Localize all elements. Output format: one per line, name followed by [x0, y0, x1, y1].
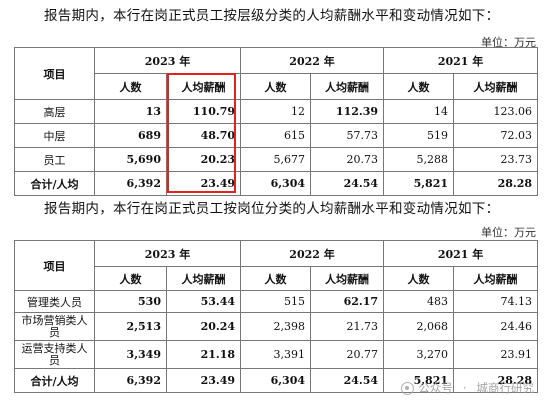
header-avg: 人均薪酬 [310, 266, 385, 291]
intro-text-position: 报告期内，本行在岗正式员工按岗位分类的人均薪酬水平和变动情况如下： [44, 201, 500, 217]
header-count: 人数 [94, 266, 167, 291]
header-avg: 人均薪酬 [165, 266, 242, 291]
row-label: 中层 [14, 123, 95, 148]
header-avg: 人均薪酬 [453, 266, 539, 291]
header-count: 人数 [383, 266, 455, 291]
header-year-2023: 2023 年 [93, 240, 242, 267]
cell: 2,068 [383, 312, 455, 341]
watermark-separator: · [462, 381, 467, 395]
row-label: 高层 [14, 99, 95, 124]
cell: 21.73 [310, 312, 385, 341]
cell: 24.46 [453, 312, 539, 341]
cell: 3,270 [383, 340, 455, 369]
table-row: 市场营销类人员 2,513 20.24 2,398 21.73 2,068 24… [14, 312, 539, 341]
cell: 28.28 [453, 171, 539, 196]
cell: 21.18 [165, 340, 242, 369]
header-year-2021: 2021 年 [383, 47, 539, 74]
header-avg: 人均薪酬 [453, 73, 539, 100]
cell: 3,391 [240, 340, 312, 369]
cell: 20.73 [310, 147, 385, 172]
cell: 2,398 [240, 312, 312, 341]
header-year-2022: 2022 年 [240, 240, 385, 267]
header-avg: 人均薪酬 [310, 73, 385, 100]
cell: 20.23 [165, 147, 242, 172]
cell: 123.06 [453, 99, 539, 124]
cell: 72.03 [453, 123, 539, 148]
watermark: 公众号 · 城商行研究 [401, 380, 534, 396]
row-label: 合计/人均 [14, 171, 95, 196]
cell: 12 [240, 99, 312, 124]
salary-by-position-table: 项目 2023 年 2022 年 2021 年 人数 人均薪酬 人数 人均薪酬 … [14, 240, 539, 393]
header-row-years: 项目 2023 年 2022 年 2021 年 [14, 47, 539, 100]
row-label: 合计/人均 [14, 368, 95, 393]
table-row-total: 合计/人均 6,392 23.49 6,304 24.54 5,821 28.2… [14, 171, 539, 196]
wechat-icon [401, 381, 415, 395]
cell: 6,392 [94, 368, 167, 393]
cell: 483 [383, 290, 455, 313]
cell: 5,821 [383, 368, 455, 393]
cell: 515 [240, 290, 312, 313]
header-item: 项目 [14, 240, 95, 291]
header-year-2021: 2021 年 [383, 240, 539, 267]
cell: 74.13 [453, 290, 539, 313]
cell: 5,690 [94, 147, 167, 172]
row-label: 员工 [14, 147, 95, 172]
cell: 28.28 [453, 368, 539, 393]
table-row: 运营支持类人员 3,349 21.18 3,391 20.77 3,270 23… [14, 340, 539, 369]
header-avg: 人均薪酬 [165, 73, 242, 100]
cell: 14 [383, 99, 455, 124]
cell: 53.44 [165, 290, 242, 313]
header-year-2023: 2023 年 [93, 47, 242, 74]
table-row: 员工 5,690 20.23 5,677 20.73 5,288 23.73 [14, 147, 539, 172]
cell: 23.91 [453, 340, 539, 369]
cell: 615 [240, 123, 312, 148]
cell: 6,304 [240, 171, 312, 196]
cell: 23.49 [165, 171, 242, 196]
cell: 112.39 [310, 99, 385, 124]
cell: 6,304 [240, 368, 312, 393]
table-row: 管理类人员 530 53.44 515 62.17 483 74.13 [14, 290, 539, 313]
cell: 110.79 [165, 99, 242, 124]
unit-label: 单位：万元 [481, 226, 536, 239]
header-count: 人数 [240, 266, 312, 291]
header-year-2022: 2022 年 [240, 47, 385, 74]
header-row-columns: 人数 人均薪酬 人数 人均薪酬 人数 人均薪酬 [15, 73, 539, 100]
cell: 24.54 [310, 171, 385, 196]
header-item: 项目 [14, 47, 95, 100]
cell: 20.24 [165, 312, 242, 341]
cell: 48.70 [165, 123, 242, 148]
cell: 20.77 [310, 340, 385, 369]
cell: 5,288 [383, 147, 455, 172]
row-label: 运营支持类人员 [14, 340, 95, 369]
cell: 57.73 [310, 123, 385, 148]
cell: 24.54 [310, 368, 385, 393]
cell: 13 [94, 99, 167, 124]
cell: 23.49 [165, 368, 242, 393]
cell: 5,821 [383, 171, 455, 196]
cell: 62.17 [310, 290, 385, 313]
table-row: 高层 13 110.79 12 112.39 14 123.06 [14, 99, 539, 124]
watermark-name: 城商行研究 [476, 381, 535, 395]
header-count: 人数 [240, 73, 312, 100]
cell: 5,677 [240, 147, 312, 172]
table-row: 中层 689 48.70 615 57.73 519 72.03 [14, 123, 539, 148]
unit-label: 单位：万元 [481, 36, 536, 49]
cell: 530 [94, 290, 167, 313]
cell: 6,392 [94, 171, 167, 196]
cell: 23.73 [453, 147, 539, 172]
header-count: 人数 [383, 73, 455, 100]
watermark-account: 公众号 [418, 381, 453, 395]
header-row-columns: 人数 人均薪酬 人数 人均薪酬 人数 人均薪酬 [15, 266, 539, 291]
cell: 3,349 [94, 340, 167, 369]
cell: 689 [94, 123, 167, 148]
table-row-total: 合计/人均 6,392 23.49 6,304 24.54 5,821 28.2… [14, 368, 539, 393]
header-count: 人数 [94, 73, 167, 100]
row-label: 市场营销类人员 [14, 312, 95, 341]
salary-by-level-table: 项目 2023 年 2022 年 2021 年 人数 人均薪酬 人数 人均薪酬 … [14, 47, 539, 196]
cell: 519 [383, 123, 455, 148]
intro-text-level: 报告期内，本行在岗正式员工按层级分类的人均薪酬水平和变动情况如下： [44, 8, 500, 24]
cell: 2,513 [94, 312, 167, 341]
header-row-years: 项目 2023 年 2022 年 2021 年 [14, 240, 539, 291]
row-label: 管理类人员 [14, 290, 95, 313]
